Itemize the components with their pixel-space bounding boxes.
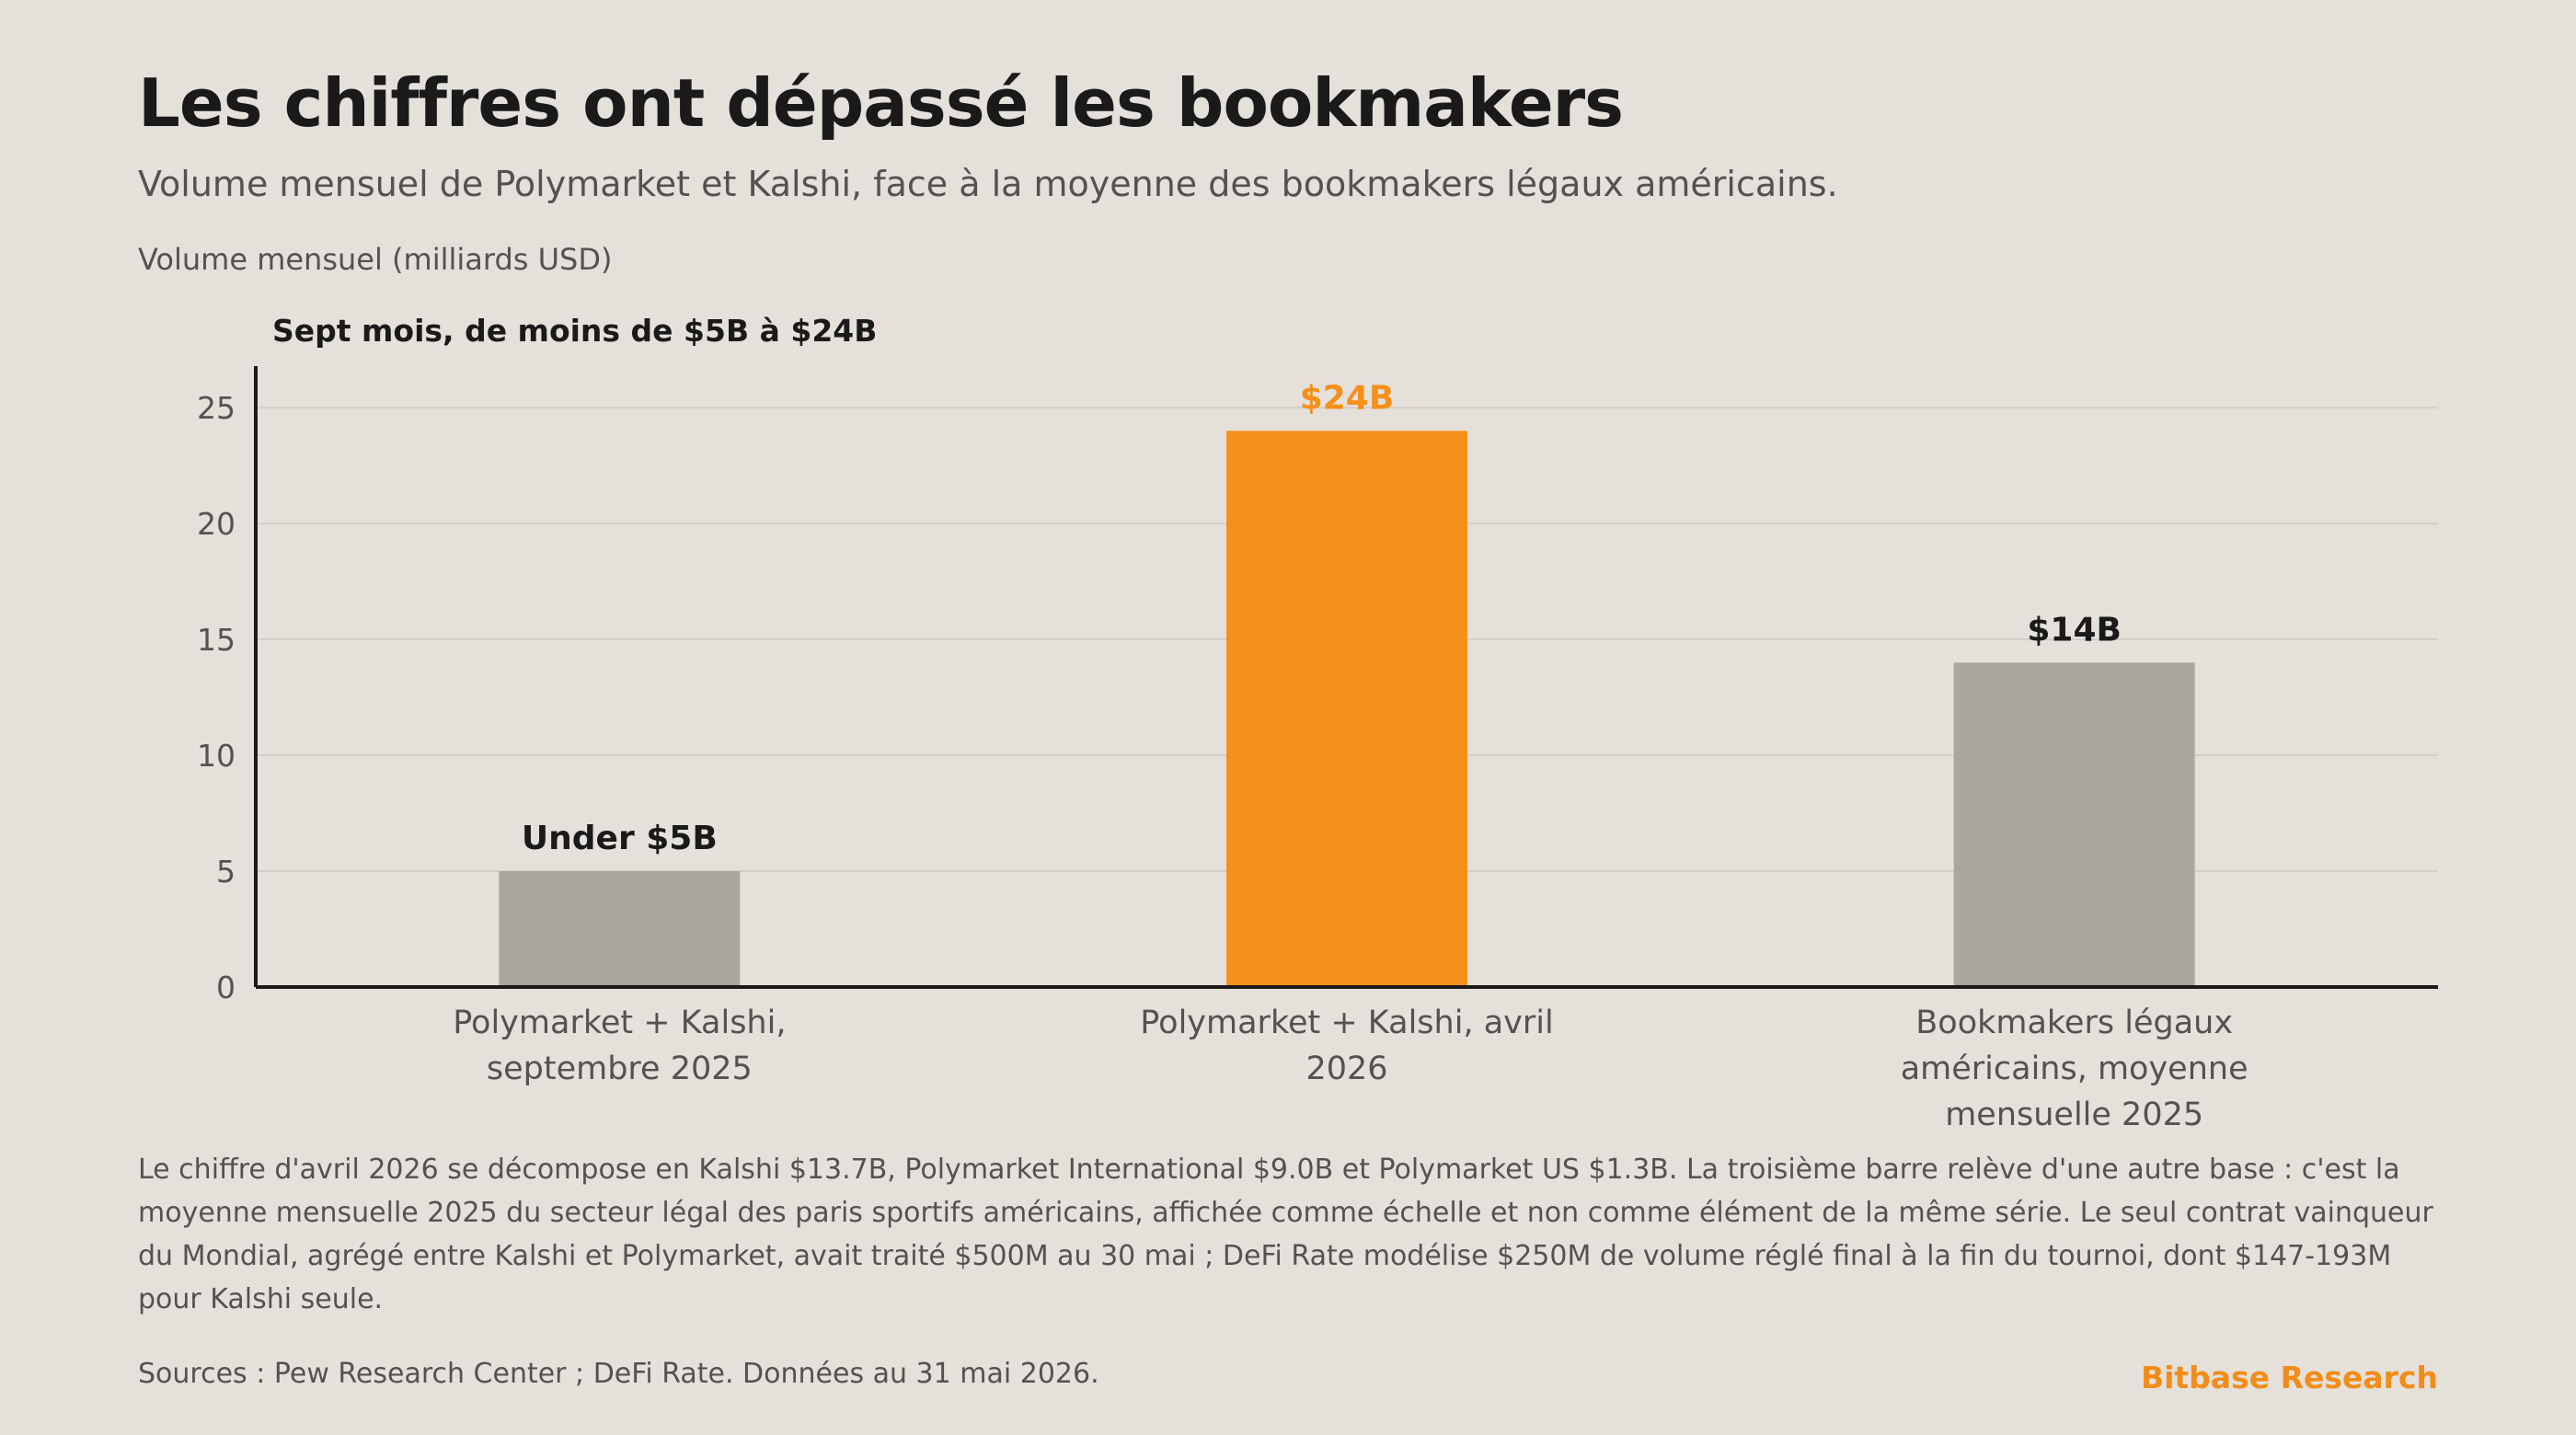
y-tick-label: 0 — [216, 970, 236, 1005]
y-tick-label: 10 — [197, 738, 236, 774]
bar — [1226, 430, 1467, 987]
bars — [499, 430, 2195, 987]
bar — [499, 871, 741, 987]
sources: Sources : Pew Research Center ; DeFi Rat… — [138, 1358, 1099, 1390]
data-label: Under $5B — [522, 820, 718, 857]
axes: 0 5 10 15 20 25 Polymarket + Kalshi, septembre … — [197, 366, 2438, 1133]
x-tick-label: Polymarket + Kalshi, septembre 2025 — [453, 1004, 786, 1087]
data-label: $24B — [1300, 379, 1395, 417]
y-tick-label: 25 — [197, 390, 236, 426]
chart-annotation: Sept mois, de moins de $5B à $24B — [272, 313, 878, 349]
brand-logo-text: Bitbase Research — [2140, 1360, 2438, 1395]
chart-title: Les chiffres ont dépassé les bookmakers — [138, 64, 1624, 142]
y-tick-label: 20 — [197, 506, 236, 542]
data-label: $14B — [2027, 611, 2122, 649]
footnote: Le chiffre d'avril 2026 se décompose en … — [138, 1154, 2433, 1315]
x-tick-label: Bookmakers légaux américains, moyenne mens… — [1901, 1004, 2248, 1133]
y-tick-label: 15 — [197, 622, 236, 658]
chart-subtitle: Volume mensuel de Polymarket et Kalshi, … — [138, 164, 1838, 204]
bar-chart: 0 5 10 15 20 25 Polymarket + Kalshi, septembre … — [197, 366, 2438, 1133]
x-tick-label: Polymarket + Kalshi, avril 2026 — [1140, 1004, 1553, 1087]
y-tick-label: 5 — [216, 854, 236, 890]
bar — [1953, 662, 2195, 987]
unit-label: Volume mensuel (milliards USD) — [138, 242, 613, 277]
data-labels: Under $5B $24B $14B — [522, 379, 2122, 857]
